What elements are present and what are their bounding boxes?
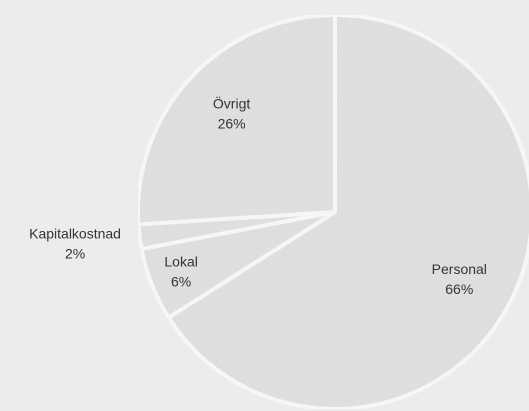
pie (136, 13, 529, 411)
slice-value-label: 66% (445, 281, 473, 297)
slice-label: Kapitalkostnad (29, 226, 121, 242)
slice-label: Övrigt (213, 95, 250, 112)
slice-label: Lokal (164, 254, 197, 270)
pie-slice (166, 13, 529, 411)
slice-value-label: 6% (171, 274, 191, 290)
slice-value-label: 26% (218, 116, 246, 132)
slice-value-label: 2% (65, 246, 85, 262)
labels: Personal 66% Lokal 6% Kapitalkostnad 2% Övrigt… (29, 95, 487, 297)
slice-label: Personal (432, 261, 487, 277)
pie-slice (136, 13, 337, 227)
